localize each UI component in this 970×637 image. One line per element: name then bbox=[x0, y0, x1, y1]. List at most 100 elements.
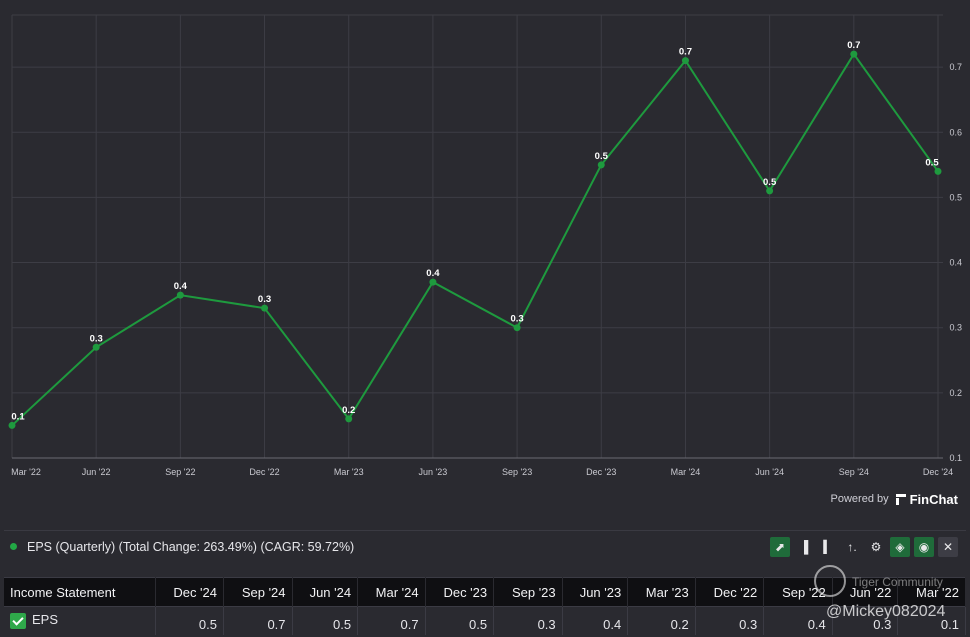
eps-data-label: 0.3 bbox=[258, 294, 271, 305]
eye-button[interactable]: ◉ bbox=[914, 537, 934, 557]
table-column-header[interactable]: Mar '22 bbox=[897, 577, 966, 607]
settings-button[interactable]: ⚙ bbox=[866, 537, 886, 557]
eps-data-label: 0.4 bbox=[426, 268, 440, 279]
table-column-header[interactable]: Dec '24 bbox=[155, 577, 224, 607]
y-tick-label: 0.4 bbox=[949, 258, 962, 268]
series-color-dot bbox=[10, 543, 17, 550]
y-tick-label: 0.7 bbox=[949, 62, 962, 72]
powered-by: Powered by FinChat bbox=[831, 490, 958, 508]
row-label-cell: EPS bbox=[4, 606, 156, 635]
stacked-bar-button[interactable]: ▍ bbox=[818, 537, 838, 557]
x-tick-label: Sep '23 bbox=[502, 467, 532, 477]
eps-data-label: 0.2 bbox=[342, 405, 355, 416]
finchat-logo[interactable]: FinChat bbox=[895, 492, 958, 507]
table-body: EPS 0.5 0.7 0.5 0.7 0.5 0.3 0.4 0.2 0.3 0.4 0.3 0.1 bbox=[4, 606, 966, 635]
eps-data-point bbox=[92, 343, 100, 351]
eps-chart: 0.1 0.2 0.3 0.4 0.5 0.6 0.7 Mar '22 Jun '22 Sep '… bbox=[8, 14, 962, 477]
x-tick-label: Jun '24 bbox=[755, 467, 784, 477]
eps-data-point bbox=[850, 50, 858, 58]
table-cell: 0.5 bbox=[155, 606, 224, 635]
eps-data-point bbox=[261, 304, 269, 312]
table-column-header[interactable]: Dec '23 bbox=[425, 577, 495, 607]
x-tick-label: Dec '24 bbox=[923, 467, 953, 477]
close-icon: ✕ bbox=[942, 540, 954, 554]
income-statement-table: Income Statement Dec '24 Sep '24 Jun '24 Ma… bbox=[4, 577, 966, 635]
table-column-header[interactable]: Sep '22 bbox=[763, 577, 833, 607]
eps-data-label: 0.7 bbox=[847, 40, 860, 51]
eps-data-point bbox=[8, 421, 16, 429]
table-column-header[interactable]: Mar '23 bbox=[627, 577, 696, 607]
settings-icon: ⚙ bbox=[870, 540, 882, 554]
table-column-header[interactable]: Jun '22 bbox=[832, 577, 899, 607]
table-column-header[interactable]: Sep '23 bbox=[493, 577, 563, 607]
x-tick-label: Dec '23 bbox=[586, 467, 616, 477]
bar-chart-button[interactable]: ▐ bbox=[794, 537, 814, 557]
table-cell: 0.3 bbox=[695, 606, 765, 635]
table-cell: 0.3 bbox=[493, 606, 563, 635]
table-cell: 0.4 bbox=[763, 606, 833, 635]
eps-data-point bbox=[934, 167, 942, 175]
finchat-logo-text: FinChat bbox=[909, 491, 958, 507]
eps-data-point bbox=[345, 415, 353, 423]
table-cell: 0.3 bbox=[832, 606, 899, 635]
x-tick-label: Mar '22 bbox=[11, 467, 41, 477]
eps-series-line bbox=[11, 52, 939, 427]
eps-data-point bbox=[513, 324, 521, 332]
eps-data-point bbox=[429, 278, 437, 286]
stacked-bar-icon: ▍ bbox=[823, 540, 833, 554]
x-tick-label: Jun '23 bbox=[419, 467, 448, 477]
eps-data-label: 0.3 bbox=[90, 333, 103, 344]
powered-by-text: Powered by bbox=[830, 493, 889, 505]
table-cell: 0.2 bbox=[627, 606, 696, 635]
table-cell: 0.1 bbox=[897, 606, 966, 635]
tag-icon: ◈ bbox=[895, 540, 905, 554]
table-cell: 0.4 bbox=[562, 606, 629, 635]
y-tick-label: 0.1 bbox=[949, 453, 962, 463]
y-tick-label: 0.2 bbox=[949, 388, 962, 398]
line-chart-button[interactable]: ⬈ bbox=[770, 537, 790, 557]
x-tick-label: Mar '24 bbox=[671, 467, 701, 477]
sort-icon: ↑. bbox=[847, 540, 857, 554]
eye-icon: ◉ bbox=[918, 540, 930, 554]
eps-data-label: 0.5 bbox=[595, 151, 609, 162]
x-tick-label: Dec '22 bbox=[249, 467, 279, 477]
chart-toolbar: ⬈ ▐ ▍ ↑. ⚙ ◈ ◉ ✕ bbox=[770, 531, 958, 563]
eps-data-label: 0.7 bbox=[679, 47, 692, 58]
eps-line-chart-svg: 0.1 0.2 0.3 0.4 0.5 0.6 0.7 Mar '22 Jun '22 Sep '… bbox=[8, 14, 962, 477]
table-cell: 0.5 bbox=[425, 606, 495, 635]
eps-data-point bbox=[681, 57, 689, 65]
table-column-header[interactable]: Jun '23 bbox=[562, 577, 629, 607]
table-column-header[interactable]: Jun '24 bbox=[292, 577, 359, 607]
eps-data-point bbox=[597, 161, 605, 169]
table-cell: 0.7 bbox=[223, 606, 293, 635]
tag-button[interactable]: ◈ bbox=[890, 537, 910, 557]
table-column-header[interactable]: Sep '24 bbox=[223, 577, 293, 607]
row-label: EPS bbox=[32, 612, 59, 628]
y-tick-label: 0.5 bbox=[949, 192, 962, 202]
x-tick-label: Sep '24 bbox=[839, 467, 869, 477]
eps-data-point bbox=[766, 187, 774, 195]
table-cell: 0.5 bbox=[292, 606, 359, 635]
eps-data-point bbox=[176, 291, 184, 299]
x-tick-label: Sep '22 bbox=[165, 467, 195, 477]
table-column-header[interactable]: Mar '24 bbox=[357, 577, 426, 607]
y-tick-label: 0.6 bbox=[949, 127, 962, 137]
series-legend-text: EPS (Quarterly) (Total Change: 263.49%) … bbox=[27, 539, 355, 554]
table-header-label: Income Statement bbox=[4, 577, 156, 607]
x-tick-label: Mar '23 bbox=[334, 467, 364, 477]
row-checkbox[interactable] bbox=[10, 613, 26, 630]
x-tick-label: Jun '22 bbox=[82, 467, 111, 477]
eps-data-label: 0.5 bbox=[925, 157, 939, 168]
table-header-row: Income Statement Dec '24 Sep '24 Jun '24 Ma… bbox=[4, 577, 966, 607]
close-button[interactable]: ✕ bbox=[938, 537, 958, 557]
table-column-header[interactable]: Dec '22 bbox=[695, 577, 765, 607]
table-row: EPS 0.5 0.7 0.5 0.7 0.5 0.3 0.4 0.2 0.3 0.4 0.3 0.1 bbox=[4, 606, 966, 635]
line-chart-icon: ⬈ bbox=[774, 540, 786, 554]
eps-data-label: 0.5 bbox=[763, 177, 777, 188]
sort-button[interactable]: ↑. bbox=[842, 537, 862, 557]
finchat-logo-icon bbox=[895, 493, 907, 505]
eps-data-label: 0.4 bbox=[174, 281, 188, 292]
bar-chart-icon: ▐ bbox=[799, 540, 809, 554]
eps-data-label: 0.1 bbox=[11, 411, 25, 422]
table-cell: 0.7 bbox=[357, 606, 426, 635]
